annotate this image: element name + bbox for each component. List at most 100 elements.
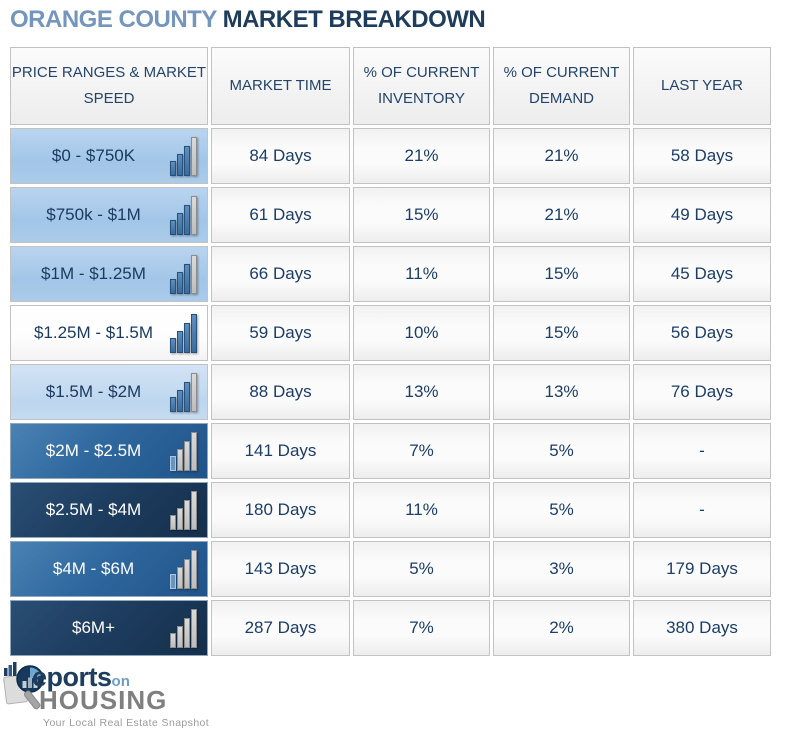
- header-last-year: LAST YEAR: [633, 47, 771, 125]
- speed-bar-blue: [177, 154, 183, 176]
- price-range-cell: $750k - $1M: [10, 187, 208, 243]
- last-year-cell: 56 Days: [633, 305, 771, 361]
- market-speed-bars-icon: [170, 608, 197, 648]
- speed-bar-blue: [184, 264, 190, 294]
- page-title-region: ORANGE COUNTY: [10, 6, 217, 33]
- market-speed-bars-icon: [170, 195, 197, 235]
- demand-cell: 21%: [493, 128, 630, 184]
- speed-bar-blue: [184, 205, 190, 235]
- demand-cell: 2%: [493, 600, 630, 656]
- market-speed-bars-icon: [170, 372, 197, 412]
- last-year-cell: 58 Days: [633, 128, 771, 184]
- demand-cell: 21%: [493, 187, 630, 243]
- page-title-subject: MARKET BREAKDOWN: [216, 6, 486, 33]
- speed-bar-blue: [170, 397, 176, 412]
- brand-name-housing: HOUSING: [39, 685, 168, 715]
- speed-bar-gray: [170, 633, 176, 648]
- market-speed-bars-icon: [170, 313, 197, 353]
- market-time-cell: 66 Days: [211, 246, 350, 302]
- price-range-label: $1.5M - $2M: [45, 382, 142, 401]
- reports-on-housing-logo: eportson HOUSING Your Local Real Estate …: [2, 660, 262, 730]
- speed-bar-blue: [170, 338, 176, 353]
- inventory-cell: 7%: [353, 423, 490, 479]
- speed-bar-blue: [170, 161, 176, 176]
- price-range-cell: $1.5M - $2M: [10, 364, 208, 420]
- table-row: $1.5M - $2M 88 Days 13% 13% 76 Days: [10, 364, 771, 420]
- table-body: $0 - $750K 84 Days 21% 21% 58 Days $750k…: [10, 128, 771, 656]
- table-row: $2M - $2.5M 141 Days 7% 5% -: [10, 423, 771, 479]
- price-range-label: $1M - $1.25M: [41, 264, 146, 283]
- last-year-cell: 76 Days: [633, 364, 771, 420]
- speed-bar-blue: [177, 331, 183, 353]
- market-time-cell: 88 Days: [211, 364, 350, 420]
- table-row: $750k - $1M 61 Days 15% 21% 49 Days: [10, 187, 771, 243]
- last-year-cell: 179 Days: [633, 541, 771, 597]
- price-range-label: $750k - $1M: [46, 205, 141, 224]
- speed-bar-gray: [170, 515, 176, 530]
- price-range-cell: $1.25M - $1.5M: [10, 305, 208, 361]
- market-speed-bars-icon: [170, 549, 197, 589]
- table-row: $1M - $1.25M 66 Days 11% 15% 45 Days: [10, 246, 771, 302]
- price-range-label: $1.25M - $1.5M: [33, 323, 154, 342]
- speed-bar-lightblue: [170, 456, 176, 471]
- speed-bar-gray: [191, 491, 197, 530]
- last-year-cell: 380 Days: [633, 600, 771, 656]
- speed-bar-blue: [184, 146, 190, 176]
- speed-bar-gray: [177, 626, 183, 648]
- page-title: ORANGE COUNTY MARKET BREAKDOWN: [10, 6, 486, 34]
- last-year-cell: 45 Days: [633, 246, 771, 302]
- price-range-label: $4M - $6M: [52, 559, 135, 578]
- brand-tagline: Your Local Real Estate Snapshot: [43, 717, 210, 729]
- market-time-cell: 287 Days: [211, 600, 350, 656]
- speed-bar-gray: [191, 137, 197, 176]
- inventory-cell: 7%: [353, 600, 490, 656]
- speed-bar-gray: [191, 432, 197, 471]
- table-row: $6M+ 287 Days 7% 2% 380 Days: [10, 600, 771, 656]
- demand-cell: 3%: [493, 541, 630, 597]
- inventory-cell: 13%: [353, 364, 490, 420]
- header-inventory: % OF CURRENT INVENTORY: [353, 47, 490, 125]
- speed-bar-gray: [177, 449, 183, 471]
- market-time-cell: 84 Days: [211, 128, 350, 184]
- speed-bar-blue: [177, 272, 183, 294]
- header-market-time: MARKET TIME: [211, 47, 350, 125]
- demand-cell: 5%: [493, 423, 630, 479]
- header-demand: % OF CURRENT DEMAND: [493, 47, 630, 125]
- header-row: PRICE RANGES & MARKET SPEED MARKET TIME …: [10, 47, 771, 125]
- brand-on-text: on: [111, 673, 130, 690]
- inventory-cell: 11%: [353, 246, 490, 302]
- speed-bar-gray: [177, 508, 183, 530]
- speed-bar-gray: [191, 196, 197, 235]
- table-row: $4M - $6M 143 Days 5% 3% 179 Days: [10, 541, 771, 597]
- logo-text: eportson HOUSING Your Local Real Estate …: [32, 662, 209, 729]
- speed-bar-blue: [184, 382, 190, 412]
- speed-bar-blue: [184, 323, 190, 353]
- market-speed-bars-icon: [170, 136, 197, 176]
- speed-bar-blue: [170, 279, 176, 294]
- price-range-label: $2.5M - $4M: [45, 500, 142, 519]
- price-range-label: $2M - $2.5M: [45, 441, 142, 460]
- table-row: $0 - $750K 84 Days 21% 21% 58 Days: [10, 128, 771, 184]
- inventory-cell: 15%: [353, 187, 490, 243]
- inventory-cell: 21%: [353, 128, 490, 184]
- price-range-cell: $1M - $1.25M: [10, 246, 208, 302]
- speed-bar-gray: [177, 567, 183, 589]
- market-time-cell: 180 Days: [211, 482, 350, 538]
- inventory-cell: 11%: [353, 482, 490, 538]
- speed-bar-gray: [184, 559, 190, 589]
- speed-bar-lightblue: [170, 574, 176, 589]
- speed-bar-gray: [191, 609, 197, 648]
- table-row-highlighted: $1.25M - $1.5M 59 Days 10% 15% 56 Days: [10, 305, 771, 361]
- speed-bar-gray: [184, 441, 190, 471]
- speed-bar-blue: [177, 390, 183, 412]
- price-range-label: $6M+: [72, 618, 115, 637]
- speed-bar-gray: [184, 618, 190, 648]
- last-year-cell: -: [633, 423, 771, 479]
- market-time-cell: 59 Days: [211, 305, 350, 361]
- speed-bar-gray: [191, 550, 197, 589]
- inventory-cell: 5%: [353, 541, 490, 597]
- price-range-label: $0 - $750K: [51, 146, 136, 165]
- brand-name-reports: eportson: [32, 662, 209, 693]
- price-range-cell: $2M - $2.5M: [10, 423, 208, 479]
